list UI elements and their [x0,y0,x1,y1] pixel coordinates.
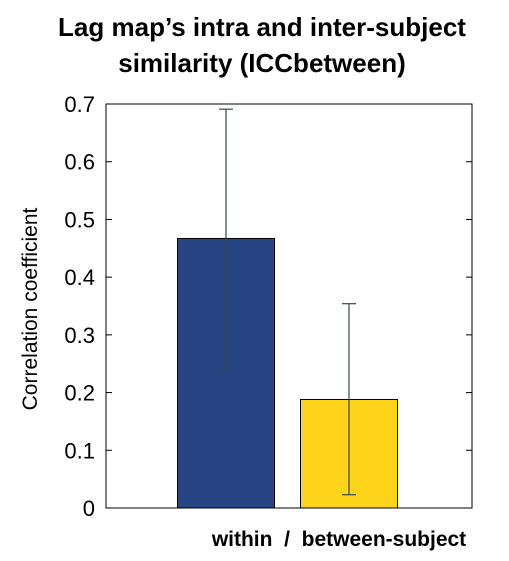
plot-area: 0 0.1 0.2 0.3 0.4 0.5 0.6 0.7 [64,92,473,521]
y-tick-label-3: 0.3 [64,323,95,348]
y-axis-label: Correlation coefficient [19,207,42,410]
chart-title-line-2: similarity (ICCbetween) [118,48,406,78]
y-tick-label-2: 0.2 [64,381,95,406]
y-tick-label-0: 0 [83,496,95,521]
y-tick-label-6: 0.6 [64,150,95,175]
chart-title-line-1: Lag map’s intra and inter-subject [58,12,466,42]
y-tick-label-1: 0.1 [64,438,95,463]
x-axis-label: within / between-subject [211,528,466,551]
y-tick-label-4: 0.4 [64,265,95,290]
y-tick-label-7: 0.7 [64,92,95,117]
plot-frame [105,103,473,509]
y-tick-label-5: 0.5 [64,207,95,232]
